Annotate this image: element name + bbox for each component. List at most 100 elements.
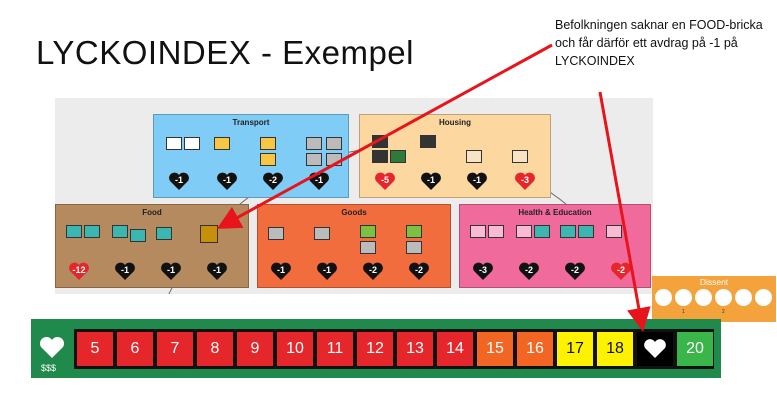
scale-cell-11: 11 (317, 332, 353, 366)
score-value: -3 (478, 265, 487, 275)
scale-value: 8 (210, 340, 220, 357)
tile-slot (578, 225, 594, 238)
tile-slot (470, 225, 486, 238)
region-transport: Transport -1 -1 -2 -1 (153, 114, 349, 198)
scale-value: 14 (446, 340, 464, 357)
page-title: LYCKOINDEX - Exempel (36, 34, 414, 71)
score-value: -2 (616, 265, 625, 275)
score-heart: -2 (518, 261, 540, 281)
scale-cell-8: 8 (197, 332, 233, 366)
score-heart: -1 (168, 171, 190, 191)
region-title: Housing (439, 118, 471, 127)
score-value: -1 (472, 175, 481, 185)
region-goods: Goods -1 -1 -2 -2 (257, 204, 451, 288)
region-title: Goods (341, 208, 367, 217)
score-value: -2 (414, 265, 423, 275)
score-value: -5 (380, 175, 389, 185)
scale-value: 9 (250, 340, 260, 357)
scale-value: 12 (366, 340, 384, 357)
scale-cell-7: 7 (157, 332, 193, 366)
score-heart: -1 (160, 261, 182, 281)
scale-value: 18 (606, 340, 624, 357)
score-value: -1 (120, 265, 129, 275)
scale-cell-18: 18 (597, 332, 633, 366)
tile-slot (488, 225, 504, 238)
score-value: -1 (276, 265, 285, 275)
score-value: -12 (72, 265, 86, 275)
tile-slot (268, 227, 284, 240)
dissent-panel: Dissent 1 2 (652, 276, 776, 322)
dissent-label: 1 (682, 309, 685, 315)
scale-value: 13 (406, 340, 424, 357)
dissent-title: Dissent (699, 277, 729, 287)
tile-slot (516, 225, 532, 238)
score-value: -3 (520, 175, 529, 185)
score-value: -1 (166, 265, 175, 275)
game-board: Transport -1 -1 -2 -1 Housing -5 -1 -1 -… (55, 98, 653, 294)
scale-cell-9: 9 (237, 332, 273, 366)
tile-slot (306, 153, 322, 166)
tile-slot (260, 153, 276, 166)
dissent-slot (655, 289, 672, 306)
score-heart: -2 (564, 261, 586, 281)
score-heart: -3 (514, 171, 536, 191)
score-heart: -2 (408, 261, 430, 281)
score-value: -2 (268, 175, 277, 185)
region-food: Food -12 -1 -1 -1 (55, 204, 249, 288)
scale-value: 6 (130, 340, 140, 357)
score-value: -2 (570, 265, 579, 275)
scale-cells: 5 6 7 8 9 10 11 12 13 14 15 16 17 18 20 (74, 329, 714, 369)
scale-cell-10: 10 (277, 332, 313, 366)
tile-slot (326, 137, 342, 150)
dissent-slot (715, 289, 732, 306)
tile-slot (306, 137, 322, 150)
score-heart: -2 (610, 261, 632, 281)
tile-slot (420, 135, 436, 148)
tile-slot (260, 137, 276, 150)
scale-cell-17: 17 (557, 332, 593, 366)
scale-value: 15 (486, 340, 504, 357)
food-missing-slot (200, 225, 218, 243)
tile-slot (390, 150, 406, 163)
score-heart: -3 (472, 261, 494, 281)
heart-marker-icon (644, 339, 666, 358)
score-value: -1 (212, 265, 221, 275)
score-value: -1 (314, 175, 323, 185)
tile-slot (360, 241, 376, 254)
region-title: Health & Education (518, 208, 592, 217)
happiness-scale: $$$ 5 6 7 8 9 10 11 12 13 14 15 16 17 18 20 (31, 319, 721, 378)
dissent-slot (755, 289, 772, 306)
dissent-slot (695, 289, 712, 306)
score-value: -1 (222, 175, 231, 185)
tile-slot (372, 150, 388, 163)
region-health-education: Health & Education -3 -2 -2 -2 (459, 204, 651, 288)
scale-cell-13: 13 (397, 332, 433, 366)
score-value: -1 (174, 175, 183, 185)
scale-cell-20: 20 (677, 332, 713, 366)
tile-slot (214, 137, 230, 150)
tile-slot (406, 241, 422, 254)
tile-slot (606, 225, 622, 238)
tile-slot (372, 135, 388, 148)
scale-value: 7 (170, 340, 180, 357)
score-value: -1 (426, 175, 435, 185)
tile-slot (512, 150, 528, 163)
score-heart: -1 (206, 261, 228, 281)
heart-icon (39, 337, 65, 358)
score-heart: -5 (374, 171, 396, 191)
dissent-slot (735, 289, 752, 306)
scale-cell-6: 6 (117, 332, 153, 366)
scale-value: 10 (286, 340, 304, 357)
tile-slot (406, 225, 422, 238)
tile-slot (326, 153, 342, 166)
tile-slot (166, 137, 182, 150)
tile-slot (360, 225, 376, 238)
tile-slot (466, 150, 482, 163)
score-heart: -1 (114, 261, 136, 281)
score-heart: -1 (466, 171, 488, 191)
score-heart: -2 (362, 261, 384, 281)
region-title: Transport (232, 118, 270, 127)
callout-text: Befolkningen saknar en FOOD-bricka och f… (555, 18, 763, 68)
scale-value: 17 (566, 340, 584, 357)
score-heart: -12 (68, 261, 90, 281)
